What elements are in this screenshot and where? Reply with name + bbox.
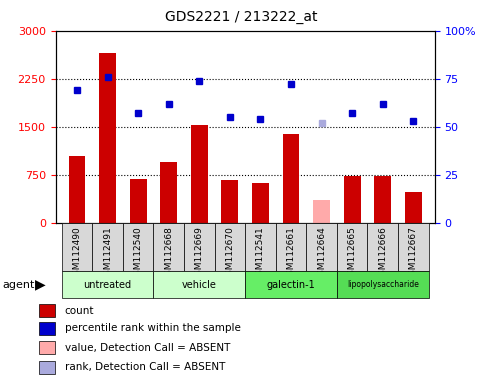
Bar xyxy=(337,271,428,298)
Text: untreated: untreated xyxy=(84,280,131,290)
Bar xyxy=(154,271,245,298)
Bar xyxy=(39,341,55,354)
Bar xyxy=(245,223,276,271)
Text: GSM112666: GSM112666 xyxy=(378,227,387,281)
Bar xyxy=(39,322,55,335)
Text: GSM112490: GSM112490 xyxy=(72,227,82,281)
Text: GDS2221 / 213222_at: GDS2221 / 213222_at xyxy=(165,10,318,23)
Text: GSM112669: GSM112669 xyxy=(195,227,204,281)
Bar xyxy=(405,192,422,223)
Bar xyxy=(154,223,184,271)
Bar xyxy=(252,183,269,223)
Bar xyxy=(130,179,146,223)
Bar xyxy=(245,271,337,298)
Bar xyxy=(39,361,55,374)
Bar xyxy=(398,223,428,271)
Text: vehicle: vehicle xyxy=(182,280,217,290)
Text: percentile rank within the sample: percentile rank within the sample xyxy=(65,323,241,333)
Bar xyxy=(337,223,368,271)
Text: GSM112661: GSM112661 xyxy=(286,227,296,281)
Bar xyxy=(313,200,330,223)
Text: GSM112665: GSM112665 xyxy=(348,227,356,281)
Bar xyxy=(221,180,238,223)
Text: galectin-1: galectin-1 xyxy=(267,280,315,290)
Bar xyxy=(69,156,85,223)
Bar xyxy=(184,223,214,271)
Text: agent: agent xyxy=(2,280,35,290)
Text: ▶: ▶ xyxy=(35,278,45,291)
Text: GSM112540: GSM112540 xyxy=(134,227,142,281)
Bar xyxy=(283,134,299,223)
Bar xyxy=(276,223,306,271)
Bar xyxy=(374,176,391,223)
Text: GSM112491: GSM112491 xyxy=(103,227,112,281)
Text: GSM112664: GSM112664 xyxy=(317,227,326,281)
Bar xyxy=(92,223,123,271)
Bar xyxy=(344,176,360,223)
Text: GSM112667: GSM112667 xyxy=(409,227,418,281)
Text: GSM112668: GSM112668 xyxy=(164,227,173,281)
Bar xyxy=(99,53,116,223)
Bar xyxy=(39,304,55,317)
Text: value, Detection Call = ABSENT: value, Detection Call = ABSENT xyxy=(65,343,230,353)
Text: GSM112541: GSM112541 xyxy=(256,227,265,281)
Bar xyxy=(62,223,92,271)
Text: rank, Detection Call = ABSENT: rank, Detection Call = ABSENT xyxy=(65,362,225,372)
Text: count: count xyxy=(65,306,94,316)
Bar xyxy=(62,271,154,298)
Bar xyxy=(123,223,154,271)
Text: GSM112670: GSM112670 xyxy=(226,227,234,281)
Bar xyxy=(368,223,398,271)
Bar xyxy=(214,223,245,271)
Bar xyxy=(306,223,337,271)
Text: lipopolysaccharide: lipopolysaccharide xyxy=(347,280,419,289)
Bar xyxy=(191,125,208,223)
Bar xyxy=(160,162,177,223)
